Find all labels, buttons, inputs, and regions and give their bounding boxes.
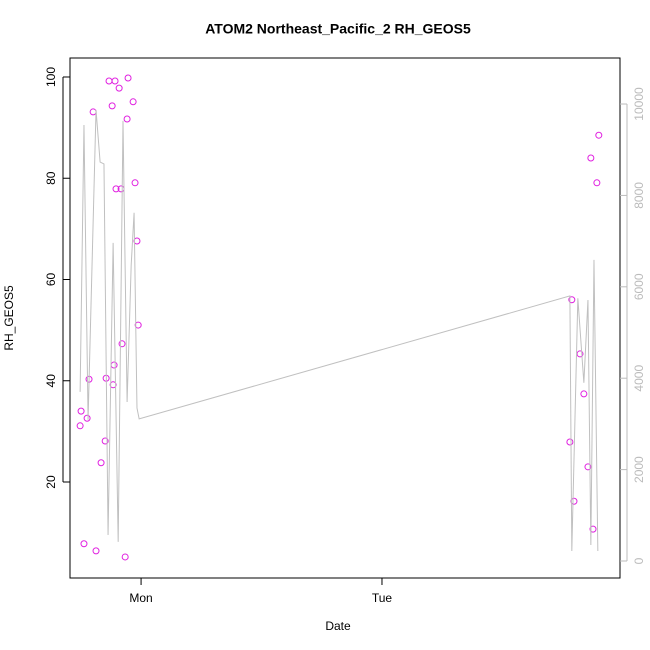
data-point xyxy=(595,131,603,139)
data-point xyxy=(133,237,141,245)
data-point xyxy=(121,553,129,561)
x-tick-label: Mon xyxy=(129,591,152,605)
data-point xyxy=(105,77,113,85)
data-point xyxy=(115,84,123,92)
data-point xyxy=(580,390,588,398)
chart-title: ATOM2 Northeast_Pacific_2 RH_GEOS5 xyxy=(205,21,471,37)
data-point xyxy=(101,437,109,445)
data-point xyxy=(109,381,117,389)
data-point xyxy=(584,463,592,471)
data-point xyxy=(80,540,88,548)
data-point xyxy=(83,414,91,422)
data-point xyxy=(589,525,597,533)
data-point xyxy=(89,108,97,116)
plot-frame xyxy=(69,57,621,579)
data-point xyxy=(134,321,142,329)
data-point xyxy=(123,115,131,123)
data-point xyxy=(77,407,85,415)
x-tick-label: Tue xyxy=(372,591,393,605)
data-point xyxy=(131,179,139,187)
y-tick-label: 40 xyxy=(44,374,58,388)
y-tick-label: 20 xyxy=(44,475,58,489)
y-axis-label: RH_GEOS5 xyxy=(2,285,16,351)
y2-tick-label: 0 xyxy=(632,557,646,564)
x-axis-label: Date xyxy=(325,619,351,633)
y2-tick-label: 8000 xyxy=(632,182,646,209)
data-point xyxy=(97,459,105,467)
data-point xyxy=(110,361,118,369)
data-point xyxy=(111,77,119,85)
y2-tick-label: 6000 xyxy=(632,273,646,300)
data-point xyxy=(566,438,574,446)
data-line xyxy=(79,109,599,551)
y2-tick-label: 2000 xyxy=(632,456,646,483)
y-tick-label: 100 xyxy=(44,67,58,87)
data-point xyxy=(587,154,595,162)
data-point xyxy=(108,102,116,110)
data-point xyxy=(118,340,126,348)
y2-tick-label: 4000 xyxy=(632,365,646,392)
data-point xyxy=(593,179,601,187)
data-point xyxy=(92,547,100,555)
data-point xyxy=(129,98,137,106)
y2-tick-label: 10000 xyxy=(632,87,646,121)
y-tick-label: 80 xyxy=(44,171,58,185)
data-point xyxy=(124,74,132,82)
data-point xyxy=(568,296,576,304)
data-point xyxy=(112,185,120,193)
data-point xyxy=(76,422,84,430)
y-tick-label: 60 xyxy=(44,273,58,287)
